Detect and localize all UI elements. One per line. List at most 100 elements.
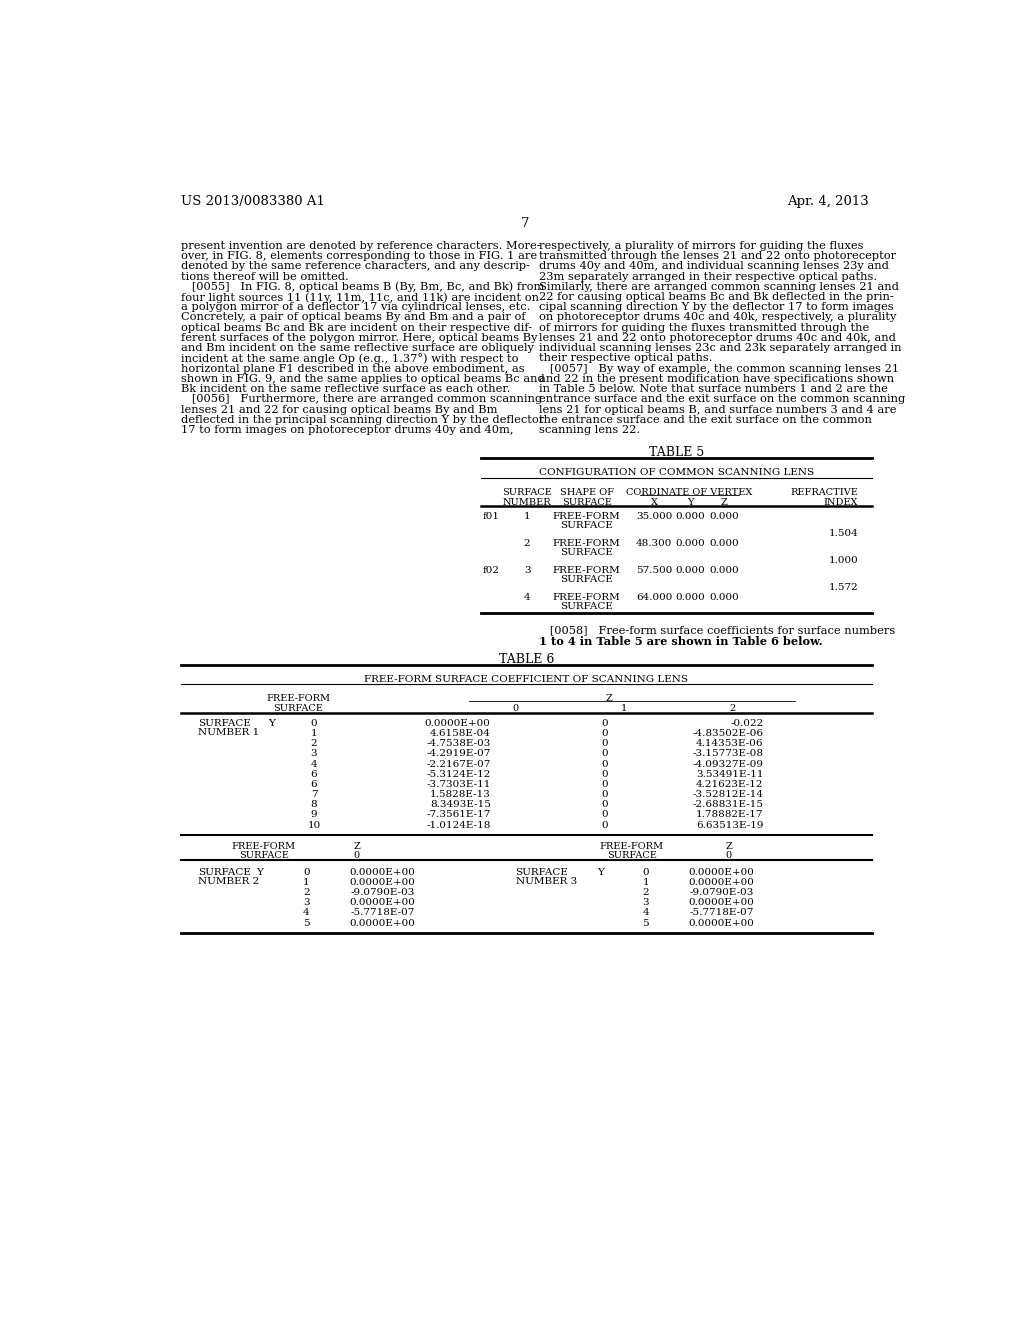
Text: 4: 4 [642,908,649,917]
Text: 1: 1 [642,878,649,887]
Text: INDEX: INDEX [823,498,858,507]
Text: -5.3124E-12: -5.3124E-12 [426,770,490,779]
Text: SURFACE: SURFACE [502,487,552,496]
Text: FREE-FORM: FREE-FORM [553,593,621,602]
Text: US 2013/0083380 A1: US 2013/0083380 A1 [180,195,325,209]
Text: optical beams Bc and Bk are incident on their respective dif-: optical beams Bc and Bk are incident on … [180,322,531,333]
Text: 3: 3 [303,898,309,907]
Text: FREE-FORM: FREE-FORM [553,512,621,521]
Text: 0: 0 [353,851,359,859]
Text: on photoreceptor drums 40c and 40k, respectively, a plurality: on photoreceptor drums 40c and 40k, resp… [539,313,896,322]
Text: Y: Y [256,867,263,876]
Text: f01: f01 [482,512,500,521]
Text: -9.0790E-03: -9.0790E-03 [690,888,755,898]
Text: 7: 7 [310,791,317,799]
Text: REFRACTIVE: REFRACTIVE [791,487,858,496]
Text: the entrance surface and the exit surface on the common: the entrance surface and the exit surfac… [539,414,871,425]
Text: 0.000: 0.000 [676,566,706,576]
Text: 0.0000E+00: 0.0000E+00 [688,919,755,928]
Text: 0: 0 [642,867,649,876]
Text: 1: 1 [303,878,309,887]
Text: 4.6158E-04: 4.6158E-04 [430,729,490,738]
Text: entrance surface and the exit surface on the common scanning: entrance surface and the exit surface on… [539,395,905,404]
Text: [0058]   Free-form surface coefficients for surface numbers: [0058] Free-form surface coefficients fo… [539,626,895,635]
Text: four light sources 11 (11y, 11m, 11c, and 11k) are incident on: four light sources 11 (11y, 11m, 11c, an… [180,292,539,302]
Text: 0: 0 [601,821,608,829]
Text: 0.0000E+00: 0.0000E+00 [349,867,415,876]
Text: denoted by the same reference characters, and any descrip-: denoted by the same reference characters… [180,261,529,272]
Text: 4: 4 [310,759,317,768]
Text: 0.0000E+00: 0.0000E+00 [688,878,755,887]
Text: 1.504: 1.504 [828,529,858,539]
Text: Bk incident on the same reflective surface as each other.: Bk incident on the same reflective surfa… [180,384,510,395]
Text: SURFACE: SURFACE [198,867,251,876]
Text: deflected in the principal scanning direction Y by the deflector: deflected in the principal scanning dire… [180,414,544,425]
Text: SHAPE OF: SHAPE OF [560,487,613,496]
Text: tions thereof will be omitted.: tions thereof will be omitted. [180,272,348,281]
Text: 2: 2 [303,888,309,898]
Text: of mirrors for guiding the fluxes transmitted through the: of mirrors for guiding the fluxes transm… [539,322,869,333]
Text: shown in FIG. 9, and the same applies to optical beams Bc and: shown in FIG. 9, and the same applies to… [180,374,545,384]
Text: 0: 0 [601,770,608,779]
Text: 1: 1 [524,512,530,521]
Text: -9.0790E-03: -9.0790E-03 [350,888,415,898]
Text: Y: Y [687,498,694,507]
Text: SURFACE: SURFACE [198,719,251,727]
Text: 2: 2 [729,705,735,713]
Text: 0.000: 0.000 [709,540,739,548]
Text: drums 40y and 40m, and individual scanning lenses 23y and: drums 40y and 40m, and individual scanni… [539,261,889,272]
Text: -3.7303E-11: -3.7303E-11 [426,780,490,789]
Text: -2.68831E-15: -2.68831E-15 [692,800,764,809]
Text: SURFACE: SURFACE [273,705,324,713]
Text: Z: Z [725,842,732,851]
Text: 8.3493E-15: 8.3493E-15 [430,800,490,809]
Text: [0055]   In FIG. 8, optical beams B (By, Bm, Bc, and Bk) from: [0055] In FIG. 8, optical beams B (By, B… [180,281,544,292]
Text: CONFIGURATION OF COMMON SCANNING LENS: CONFIGURATION OF COMMON SCANNING LENS [539,469,814,478]
Text: 4.14353E-06: 4.14353E-06 [696,739,764,748]
Text: 0.0000E+00: 0.0000E+00 [349,898,415,907]
Text: 6: 6 [310,770,317,779]
Text: NUMBER 2: NUMBER 2 [198,876,259,886]
Text: NUMBER 3: NUMBER 3 [515,876,577,886]
Text: 35.000: 35.000 [636,512,673,521]
Text: 4: 4 [303,908,309,917]
Text: -4.7538E-03: -4.7538E-03 [426,739,490,748]
Text: horizontal plane F1 described in the above embodiment, as: horizontal plane F1 described in the abo… [180,364,524,374]
Text: 5: 5 [303,919,309,928]
Text: 2: 2 [642,888,649,898]
Text: 6.63513E-19: 6.63513E-19 [696,821,764,829]
Text: -3.52812E-14: -3.52812E-14 [692,791,764,799]
Text: 0.0000E+00: 0.0000E+00 [425,719,490,727]
Text: present invention are denoted by reference characters. More-: present invention are denoted by referen… [180,240,541,251]
Text: 0: 0 [601,791,608,799]
Text: X: X [650,498,657,507]
Text: transmitted through the lenses 21 and 22 onto photoreceptor: transmitted through the lenses 21 and 22… [539,251,896,261]
Text: -0.022: -0.022 [730,719,764,727]
Text: 48.300: 48.300 [636,540,673,548]
Text: CORDINATE OF VERTEX: CORDINATE OF VERTEX [626,487,753,496]
Text: SURFACE: SURFACE [560,521,613,529]
Text: scanning lens 22.: scanning lens 22. [539,425,640,436]
Text: lenses 21 and 22 for causing optical beams By and Bm: lenses 21 and 22 for causing optical bea… [180,405,498,414]
Text: 0: 0 [601,719,608,727]
Text: FREE-FORM: FREE-FORM [266,693,331,702]
Text: 1: 1 [621,705,627,713]
Text: SURFACE: SURFACE [560,574,613,583]
Text: 17 to form images on photoreceptor drums 40y and 40m,: 17 to form images on photoreceptor drums… [180,425,513,436]
Text: 3: 3 [642,898,649,907]
Text: 0: 0 [601,729,608,738]
Text: 3: 3 [310,750,317,759]
Text: 6: 6 [310,780,317,789]
Text: 0: 0 [601,750,608,759]
Text: SURFACE: SURFACE [560,602,613,611]
Text: Apr. 4, 2013: Apr. 4, 2013 [787,195,869,209]
Text: 4: 4 [524,593,530,602]
Text: a polygon mirror of a deflector 17 via cylindrical lenses, etc.: a polygon mirror of a deflector 17 via c… [180,302,530,313]
Text: lenses 21 and 22 onto photoreceptor drums 40c and 40k, and: lenses 21 and 22 onto photoreceptor drum… [539,333,896,343]
Text: FREE-FORM: FREE-FORM [553,566,621,576]
Text: 0: 0 [601,800,608,809]
Text: 1.572: 1.572 [828,583,858,593]
Text: -7.3561E-17: -7.3561E-17 [426,810,490,820]
Text: [0057]   By way of example, the common scanning lenses 21: [0057] By way of example, the common sca… [539,364,899,374]
Text: 1.78882E-17: 1.78882E-17 [696,810,764,820]
